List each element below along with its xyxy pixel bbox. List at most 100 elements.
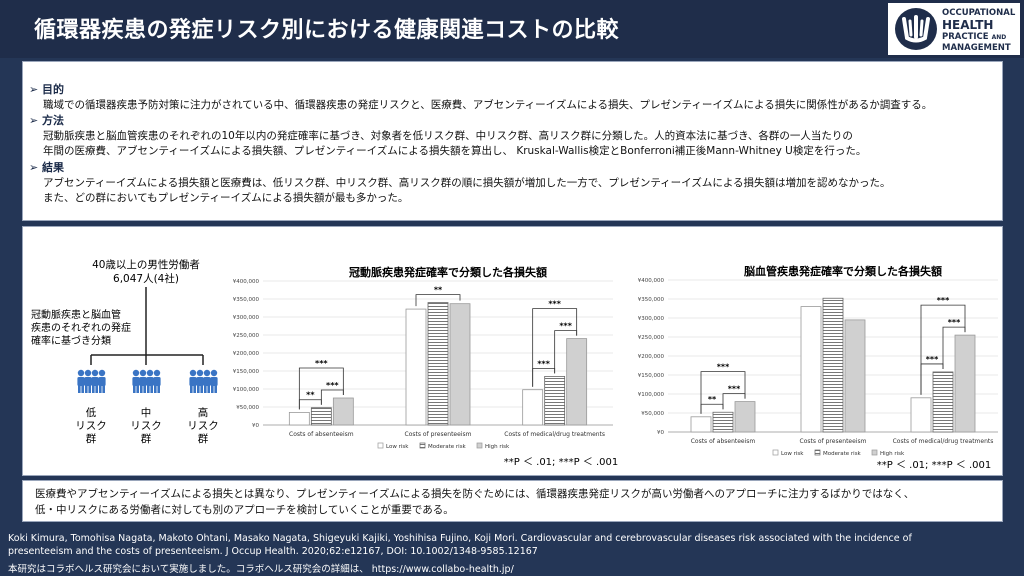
legend-label: Moderate risk — [823, 451, 862, 457]
result-text-2: また、どの群においてもプレゼンティーイズムによる損失額が最も多かった。 — [43, 192, 409, 204]
y-tick-label: ¥100,000 — [233, 387, 260, 393]
y-tick-label: ¥50,000 — [641, 411, 664, 417]
significance-label: ** — [306, 391, 315, 400]
group-label-high-3: 群 — [198, 432, 209, 445]
logo-text: OCCUPATIONAL HEALTH PRACTICE AND MANAGEM… — [942, 8, 1016, 53]
bar — [544, 375, 566, 426]
classify-label-1: 冠動脈疾患と脳血管 — [31, 308, 121, 321]
significance-label: *** — [326, 381, 339, 390]
bar — [800, 306, 822, 433]
x-category-label: Costs of presenteeism — [800, 438, 867, 445]
y-tick-label: ¥0 — [657, 430, 664, 436]
bar — [844, 319, 866, 433]
classify-label-2: 疾患のそれぞれの発症 — [31, 321, 131, 334]
results-figure: 40歳以上の男性労働者 6,047人(4社) 冠動脈疾患と脳血管 疾患のそれぞれ… — [31, 258, 998, 471]
significance-bracket — [320, 389, 344, 405]
legend-swatch — [814, 449, 821, 456]
bar — [332, 397, 354, 426]
legend-label: Low risk — [386, 444, 409, 450]
significance-label: ** — [708, 395, 717, 404]
significance-label: *** — [537, 359, 550, 368]
logo: OCCUPATIONAL HEALTH PRACTICE AND MANAGEM… — [888, 3, 1020, 55]
chart-title: 脳血管疾患発症確率で分類した各損失額 — [744, 264, 942, 278]
y-tick-label: ¥400,000 — [638, 278, 665, 284]
legend-swatch — [871, 449, 878, 456]
y-tick-label: ¥200,000 — [638, 354, 665, 360]
x-category-label: Costs of absenteeism — [691, 438, 756, 445]
y-tick-label: ¥0 — [252, 423, 259, 429]
cerebrovascular-chart: 脳血管疾患発症確率で分類した各損失額 ¥0 ¥50,000 ¥100,000 ¥150,… — [638, 264, 998, 471]
legend-swatch — [476, 442, 483, 449]
group-label-mid-1: 中 — [141, 406, 152, 419]
bar — [910, 397, 932, 433]
y-tick-label: ¥200,000 — [233, 351, 260, 357]
group-label-low-2: リスク — [75, 420, 107, 432]
ohpm-logo-icon — [895, 8, 937, 50]
citation-line-3: 本研究はコラボヘルス研究会において実施しました。コラボヘルス研究会の詳細は、 h… — [8, 564, 514, 575]
conclusion-panel: 医療費やアブセンティーイズムによる損失とは異なり、プレゼンティーイズムによる損失… — [22, 480, 1003, 522]
x-category-label: Costs of absenteeism — [289, 431, 354, 438]
y-tick-label: ¥300,000 — [638, 316, 665, 322]
legend-label: Low risk — [781, 451, 804, 457]
x-category-label: Costs of presenteeism — [405, 431, 472, 438]
population-label-1: 40歳以上の男性労働者 — [92, 258, 200, 271]
people-icon-low — [77, 369, 106, 393]
classify-label-3: 確率に基づき分類 — [31, 334, 111, 347]
bar — [522, 389, 544, 426]
y-tick-label: ¥100,000 — [638, 392, 665, 398]
significance-bracket — [415, 294, 461, 307]
coronary-chart: 冠動脈疾患発症確率で分類した各損失額 ¥0 ¥50,000 ¥100,000 ¥150,… — [233, 265, 619, 468]
significance-note: **P ＜ .01; ***P ＜ .001 — [877, 460, 992, 471]
citation-line-1: Koki Kimura, Tomohisa Nagata, Makoto Oht… — [8, 533, 912, 544]
x-category-label: Costs of medical/drug treatments — [893, 438, 994, 445]
bar — [427, 302, 449, 426]
significance-bracket — [942, 326, 966, 369]
significance-bracket — [700, 371, 746, 414]
group-label-high-1: 高 — [198, 406, 209, 419]
population-label-2: 6,047人(4社) — [113, 272, 179, 285]
y-tick-label: ¥350,000 — [638, 297, 665, 303]
significance-label: *** — [559, 322, 572, 331]
conclusion-line-2: 低・中リスクにある労働者に対しても別のアプローチを検討していくことが重要である。 — [35, 504, 454, 516]
group-label-mid-2: リスク — [130, 420, 162, 432]
y-tick-label: ¥150,000 — [638, 373, 665, 379]
bar — [712, 411, 734, 433]
citation-line-2: presenteeism and the costs of presenteei… — [8, 546, 538, 557]
bar — [822, 297, 844, 433]
legend-swatch — [772, 449, 779, 456]
legend-label: Moderate risk — [428, 444, 467, 450]
bar — [288, 411, 310, 426]
group-label-low-3: 群 — [86, 432, 97, 445]
significance-bracket — [722, 393, 746, 410]
significance-bracket — [920, 304, 966, 395]
significance-bracket — [298, 367, 344, 410]
method-heading: ➢ 方法 — [29, 114, 65, 127]
y-tick-label: ¥250,000 — [638, 335, 665, 341]
people-icon-mid — [132, 369, 161, 393]
purpose-heading: ➢ 目的 — [29, 83, 65, 96]
legend-label: High risk — [485, 444, 510, 450]
significance-label: *** — [728, 385, 741, 394]
result-heading: ➢ 結果 — [29, 161, 65, 174]
bar — [310, 407, 332, 426]
conclusion-line-1: 医療費やアブセンティーイズムによる損失とは異なり、プレゼンティーイズムによる損失… — [35, 488, 915, 500]
bar — [566, 338, 588, 426]
significance-label: *** — [315, 359, 328, 368]
bar — [405, 308, 427, 426]
significance-label: *** — [937, 296, 950, 305]
page-title: 循環器疾患の発症リスク別における健康関連コストの比較 — [34, 18, 620, 43]
method-text-1: 冠動脈疾患と脳血管疾患のそれぞれの10年以内の発症確率に基づき、対象者を低リスク… — [43, 130, 853, 142]
significance-note: **P ＜ .01; ***P ＜ .001 — [504, 457, 619, 468]
result-text-1: アブセンティーイズムによる損失額と医療費は、低リスク群、中リスク群、高リスク群の… — [43, 177, 891, 189]
bar — [954, 334, 976, 433]
significance-label: *** — [548, 300, 561, 309]
significance-bracket — [554, 330, 578, 374]
bar — [690, 416, 712, 433]
summary-panel: ➢ 目的 職域での循環器疾患予防対策に注力がされている中、循環器疾患の発症リスク… — [22, 61, 1003, 221]
significance-label: *** — [948, 318, 961, 327]
y-tick-label: ¥50,000 — [236, 405, 259, 411]
results-panel: 40歳以上の男性労働者 6,047人(4社) 冠動脈疾患と脳血管 疾患のそれぞれ… — [22, 226, 1003, 476]
people-icon-high — [189, 369, 218, 393]
group-label-high-2: リスク — [187, 420, 219, 432]
significance-label: *** — [926, 355, 939, 364]
